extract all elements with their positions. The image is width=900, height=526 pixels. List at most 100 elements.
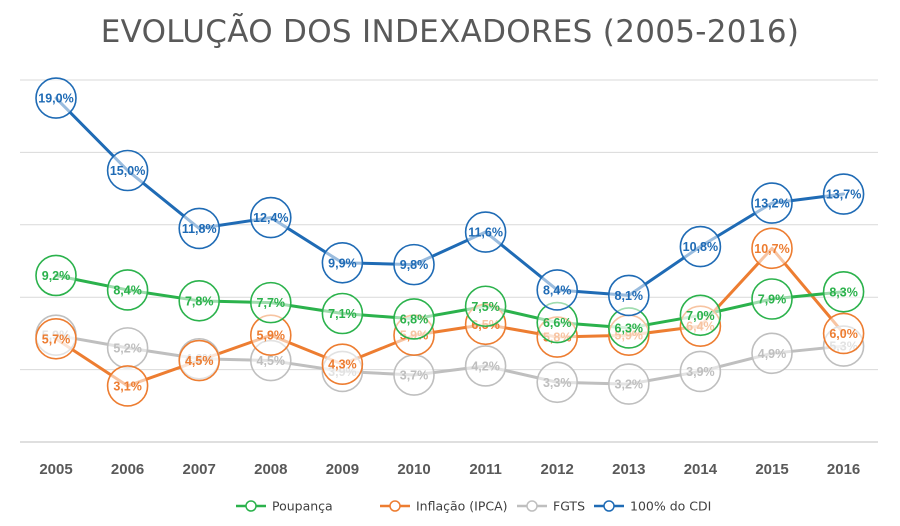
legend-marker: [526, 500, 538, 512]
data-label: 3,3%: [543, 376, 572, 390]
data-point: [464, 285, 507, 328]
data-point: [393, 298, 435, 340]
data-point: [178, 280, 220, 322]
data-point: [464, 211, 507, 253]
data-point: [35, 77, 77, 119]
x-axis: 2005 2006 2007 2008 2009 2010 2011 2012 2013 2014…: [39, 461, 860, 478]
data-label: 4,3%: [328, 358, 357, 372]
data-label: 4,9%: [758, 347, 787, 361]
data-label: 5,9%: [257, 329, 286, 343]
x-tick-label: 2013: [612, 461, 645, 478]
x-tick-label: 2015: [755, 461, 788, 478]
data-label: 4,5%: [257, 354, 286, 368]
data-label: 11,8%: [182, 222, 217, 236]
data-point: [106, 365, 149, 407]
data-point: [751, 182, 793, 224]
data-label: 4,2%: [471, 359, 500, 373]
series-line: [54, 273, 846, 330]
series-markers: 5,9%5,2%4,6%4,5%3,9%3,7%4,2%3,3%3,2%3,9%…: [35, 77, 865, 407]
data-label: 6,6%: [543, 316, 572, 330]
data-point: [106, 269, 149, 311]
data-point: [822, 173, 865, 215]
data-label: 10,8%: [683, 240, 718, 254]
data-label: 10,7%: [754, 242, 789, 256]
x-tick-label: 2014: [684, 461, 718, 478]
data-label: 5,2%: [113, 341, 142, 355]
data-point: [822, 270, 865, 313]
data-label: 12,4%: [253, 211, 288, 225]
data-label: 3,9%: [686, 365, 715, 379]
data-point: [321, 343, 364, 385]
legend-marker: [603, 500, 615, 512]
legend-label: Inflação (IPCA): [416, 499, 508, 514]
data-point: [249, 196, 292, 239]
data-point: [35, 254, 77, 297]
data-label: 8,4%: [113, 283, 142, 297]
data-label: 9,2%: [42, 269, 71, 283]
series-lines: [54, 96, 846, 388]
data-label: 9,8%: [400, 258, 429, 272]
data-point: [536, 361, 579, 404]
x-tick-label: 2009: [326, 461, 359, 478]
data-label: 5,7%: [42, 332, 71, 346]
legend: Poupança Inflação (IPCA) FGTS 100% do CDI: [236, 499, 711, 514]
series-line: [54, 333, 846, 386]
data-point: [751, 278, 793, 320]
data-label: 3,2%: [615, 378, 644, 392]
data-point: [106, 149, 149, 192]
data-point: [464, 345, 507, 387]
data-label: 13,7%: [826, 188, 861, 202]
series-line: [54, 96, 846, 297]
data-label: 7,7%: [257, 296, 286, 310]
data-label: 19,0%: [38, 92, 73, 106]
legend-marker: [389, 500, 401, 512]
data-point: [679, 294, 722, 337]
data-point: [607, 363, 650, 405]
x-tick-label: 2006: [111, 461, 144, 478]
gridlines: [20, 79, 878, 443]
data-point: [321, 292, 364, 335]
data-point: [178, 339, 220, 382]
data-point: [321, 242, 364, 284]
data-label: 13,2%: [754, 197, 789, 211]
data-point: [607, 274, 650, 317]
data-label: 6,3%: [615, 321, 644, 335]
data-label: 8,1%: [615, 289, 644, 303]
data-point: [35, 318, 77, 360]
data-label: 6,0%: [829, 327, 858, 341]
x-tick-label: 2008: [254, 461, 287, 478]
data-point: [536, 269, 579, 311]
x-tick-label: 2011: [469, 461, 502, 478]
x-tick-label: 2012: [541, 461, 574, 478]
legend-label: 100% do CDI: [630, 499, 711, 514]
legend-marker: [245, 500, 257, 512]
chart-title: EVOLUÇÃO DOS INDEXADORES (2005-2016): [100, 14, 800, 50]
data-point: [178, 207, 220, 250]
data-label: 4,5%: [185, 354, 214, 368]
x-tick-label: 2010: [397, 461, 430, 478]
data-point: [679, 350, 722, 393]
data-label: 6,8%: [400, 312, 429, 326]
data-label: 8,4%: [543, 283, 572, 297]
legend-label: Poupança: [272, 499, 333, 514]
data-point: [751, 332, 793, 375]
data-label: 3,1%: [113, 379, 142, 393]
data-label: 7,9%: [758, 293, 787, 307]
x-tick-label: 2007: [183, 461, 216, 478]
data-label: 3,7%: [400, 369, 429, 383]
x-tick-label: 2016: [827, 461, 860, 478]
data-label: 7,0%: [686, 309, 715, 323]
data-label: 15,0%: [110, 164, 145, 178]
data-label: 7,5%: [471, 300, 500, 314]
data-label: 9,9%: [328, 256, 357, 270]
data-label: 7,8%: [185, 294, 214, 308]
data-point: [679, 225, 722, 268]
data-point: [751, 227, 793, 270]
data-point: [249, 281, 292, 324]
x-tick-label: 2005: [39, 461, 72, 478]
legend-label: FGTS: [553, 499, 585, 514]
data-point: [822, 312, 865, 355]
data-label: 11,6%: [468, 226, 503, 240]
data-point: [393, 243, 435, 286]
